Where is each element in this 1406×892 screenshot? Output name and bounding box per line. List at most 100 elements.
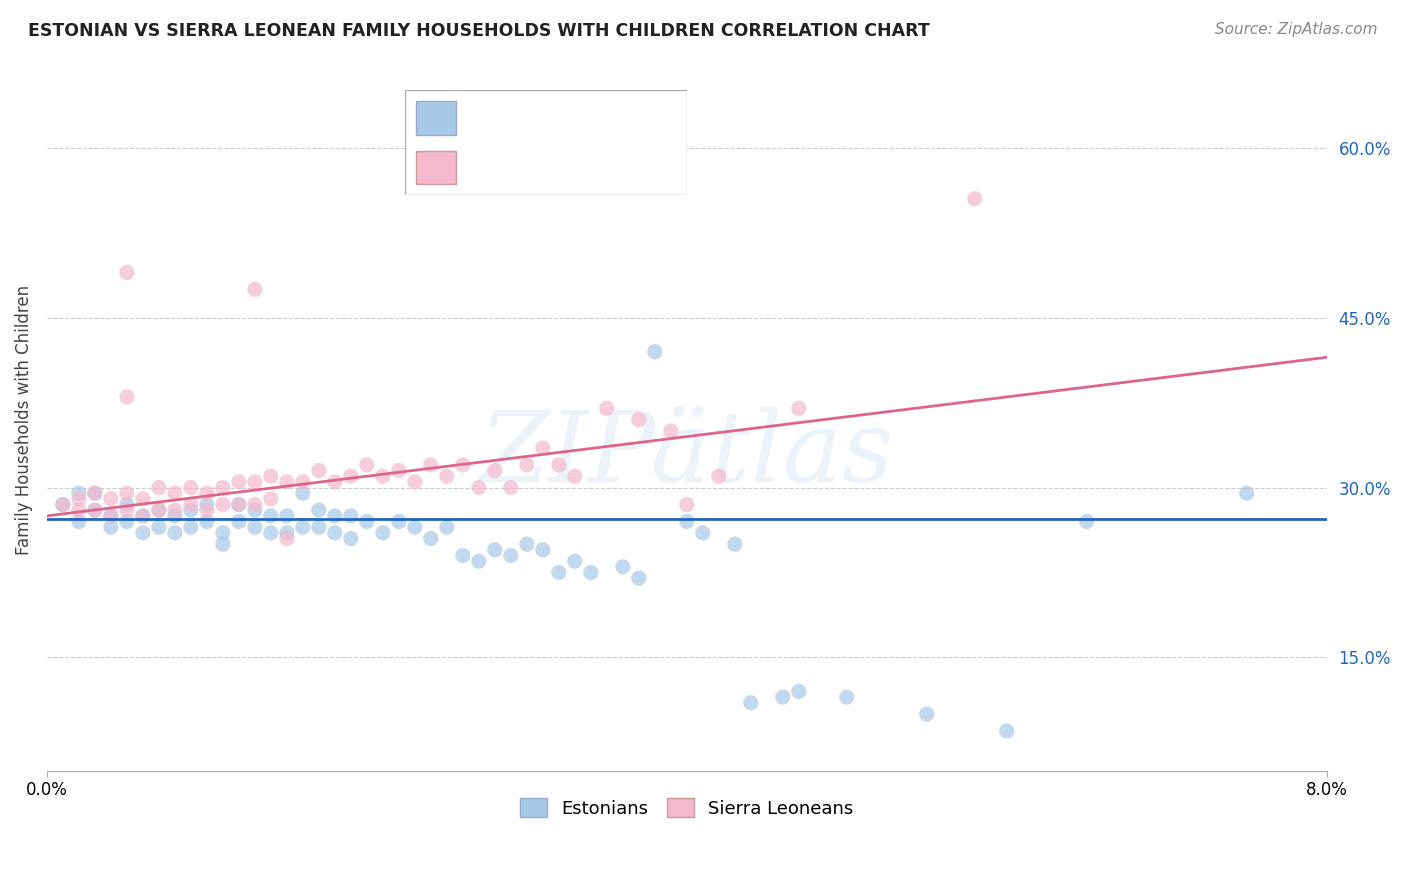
- Point: [340, 532, 363, 546]
- Point: [67, 503, 90, 517]
- Point: [564, 469, 586, 483]
- Point: [531, 441, 554, 455]
- Point: [243, 520, 266, 534]
- Point: [707, 469, 730, 483]
- Point: [132, 525, 155, 540]
- Point: [419, 532, 441, 546]
- Point: [531, 542, 554, 557]
- Point: [243, 282, 266, 296]
- Legend: Estonians, Sierra Leoneans: Estonians, Sierra Leoneans: [513, 791, 860, 825]
- Point: [163, 525, 186, 540]
- Point: [516, 458, 538, 472]
- Point: [148, 503, 170, 517]
- Point: [148, 520, 170, 534]
- Point: [67, 515, 90, 529]
- Point: [356, 515, 378, 529]
- Point: [547, 566, 569, 580]
- Point: [596, 401, 619, 416]
- Point: [371, 525, 394, 540]
- Point: [243, 475, 266, 489]
- Point: [148, 503, 170, 517]
- Point: [356, 458, 378, 472]
- Point: [308, 503, 330, 517]
- Point: [308, 464, 330, 478]
- Point: [995, 724, 1018, 739]
- Point: [468, 554, 491, 568]
- Point: [963, 192, 986, 206]
- Point: [835, 690, 858, 704]
- Point: [115, 265, 138, 279]
- Point: [132, 508, 155, 523]
- Point: [291, 520, 314, 534]
- Point: [787, 684, 810, 698]
- Point: [163, 503, 186, 517]
- Point: [468, 481, 491, 495]
- Point: [579, 566, 602, 580]
- Point: [915, 707, 938, 722]
- Point: [228, 475, 250, 489]
- Point: [243, 498, 266, 512]
- Point: [132, 491, 155, 506]
- Point: [115, 486, 138, 500]
- Point: [724, 537, 747, 551]
- Point: [100, 508, 122, 523]
- Point: [115, 498, 138, 512]
- Point: [308, 520, 330, 534]
- Point: [484, 464, 506, 478]
- Point: [243, 503, 266, 517]
- Point: [451, 458, 474, 472]
- Point: [516, 537, 538, 551]
- Point: [195, 498, 218, 512]
- Point: [260, 491, 283, 506]
- Point: [148, 481, 170, 495]
- Point: [100, 508, 122, 523]
- Text: Source: ZipAtlas.com: Source: ZipAtlas.com: [1215, 22, 1378, 37]
- Point: [180, 498, 202, 512]
- Point: [564, 554, 586, 568]
- Point: [83, 486, 105, 500]
- Point: [340, 508, 363, 523]
- Point: [260, 525, 283, 540]
- Point: [163, 508, 186, 523]
- Point: [772, 690, 794, 704]
- Point: [52, 498, 75, 512]
- Point: [388, 464, 411, 478]
- Point: [180, 520, 202, 534]
- Point: [276, 475, 298, 489]
- Point: [692, 525, 714, 540]
- Point: [260, 508, 283, 523]
- Point: [787, 401, 810, 416]
- Point: [83, 503, 105, 517]
- Point: [67, 486, 90, 500]
- Point: [83, 503, 105, 517]
- Point: [291, 475, 314, 489]
- Point: [180, 481, 202, 495]
- Text: ESTONIAN VS SIERRA LEONEAN FAMILY HOUSEHOLDS WITH CHILDREN CORRELATION CHART: ESTONIAN VS SIERRA LEONEAN FAMILY HOUSEH…: [28, 22, 929, 40]
- Point: [228, 498, 250, 512]
- Point: [404, 475, 426, 489]
- Point: [276, 525, 298, 540]
- Point: [52, 498, 75, 512]
- Point: [212, 537, 235, 551]
- Point: [627, 412, 650, 426]
- Point: [195, 503, 218, 517]
- Point: [451, 549, 474, 563]
- Point: [115, 390, 138, 404]
- Point: [276, 532, 298, 546]
- Point: [323, 525, 346, 540]
- Point: [371, 469, 394, 483]
- Point: [404, 520, 426, 534]
- Point: [228, 515, 250, 529]
- Point: [195, 486, 218, 500]
- Point: [212, 525, 235, 540]
- Point: [419, 458, 441, 472]
- Point: [195, 515, 218, 529]
- Point: [228, 498, 250, 512]
- Point: [627, 571, 650, 585]
- Point: [163, 486, 186, 500]
- Point: [115, 515, 138, 529]
- Point: [260, 469, 283, 483]
- Point: [323, 508, 346, 523]
- Point: [212, 498, 235, 512]
- Point: [484, 542, 506, 557]
